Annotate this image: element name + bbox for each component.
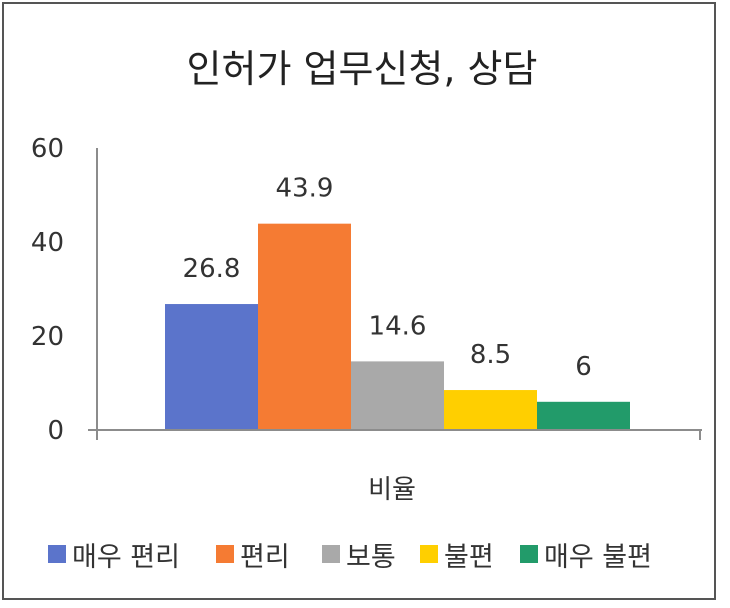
- legend-swatch: [520, 545, 538, 563]
- legend-swatch: [420, 545, 438, 563]
- y-tick-label: 60: [31, 134, 64, 164]
- x-category-label: 비율: [368, 475, 416, 505]
- legend-item: 편리: [216, 542, 290, 573]
- legend-label: 매우 불편: [544, 542, 652, 573]
- legend: 매우 편리 편리 보통 불편 매우 불편: [48, 542, 652, 573]
- legend-item: 매우 편리: [48, 542, 180, 573]
- bar: [165, 304, 258, 430]
- bar: [351, 361, 444, 430]
- legend-item: 불편: [420, 542, 494, 573]
- data-label: 14.6: [369, 311, 427, 341]
- chart-frame: [2, 2, 716, 600]
- legend-swatch: [48, 545, 66, 563]
- bar: [537, 401, 630, 430]
- legend-item: 보통: [322, 542, 396, 573]
- y-axis-ticks: 0 20 40 60: [31, 134, 64, 446]
- bar: [258, 223, 351, 430]
- data-labels: 26.8 43.9 14.6 8.5 6: [183, 174, 592, 382]
- legend-label: 편리: [240, 542, 290, 573]
- bar: [444, 390, 537, 430]
- legend-label: 보통: [346, 542, 396, 573]
- bars: [165, 223, 630, 430]
- y-tick-label: 20: [31, 322, 64, 352]
- legend-swatch: [322, 545, 340, 563]
- data-label: 26.8: [183, 254, 241, 284]
- y-tick-label: 40: [31, 228, 64, 258]
- y-tick-label: 0: [47, 416, 64, 446]
- legend-label: 불편: [444, 542, 494, 573]
- data-label: 8.5: [470, 340, 511, 370]
- data-label: 43.9: [276, 174, 334, 204]
- legend-item: 매우 불편: [520, 542, 652, 573]
- data-label: 6: [575, 352, 592, 382]
- legend-label: 매우 편리: [72, 542, 180, 573]
- legend-swatch: [216, 545, 234, 563]
- chart-title: 인허가 업무신청, 상담: [187, 47, 538, 91]
